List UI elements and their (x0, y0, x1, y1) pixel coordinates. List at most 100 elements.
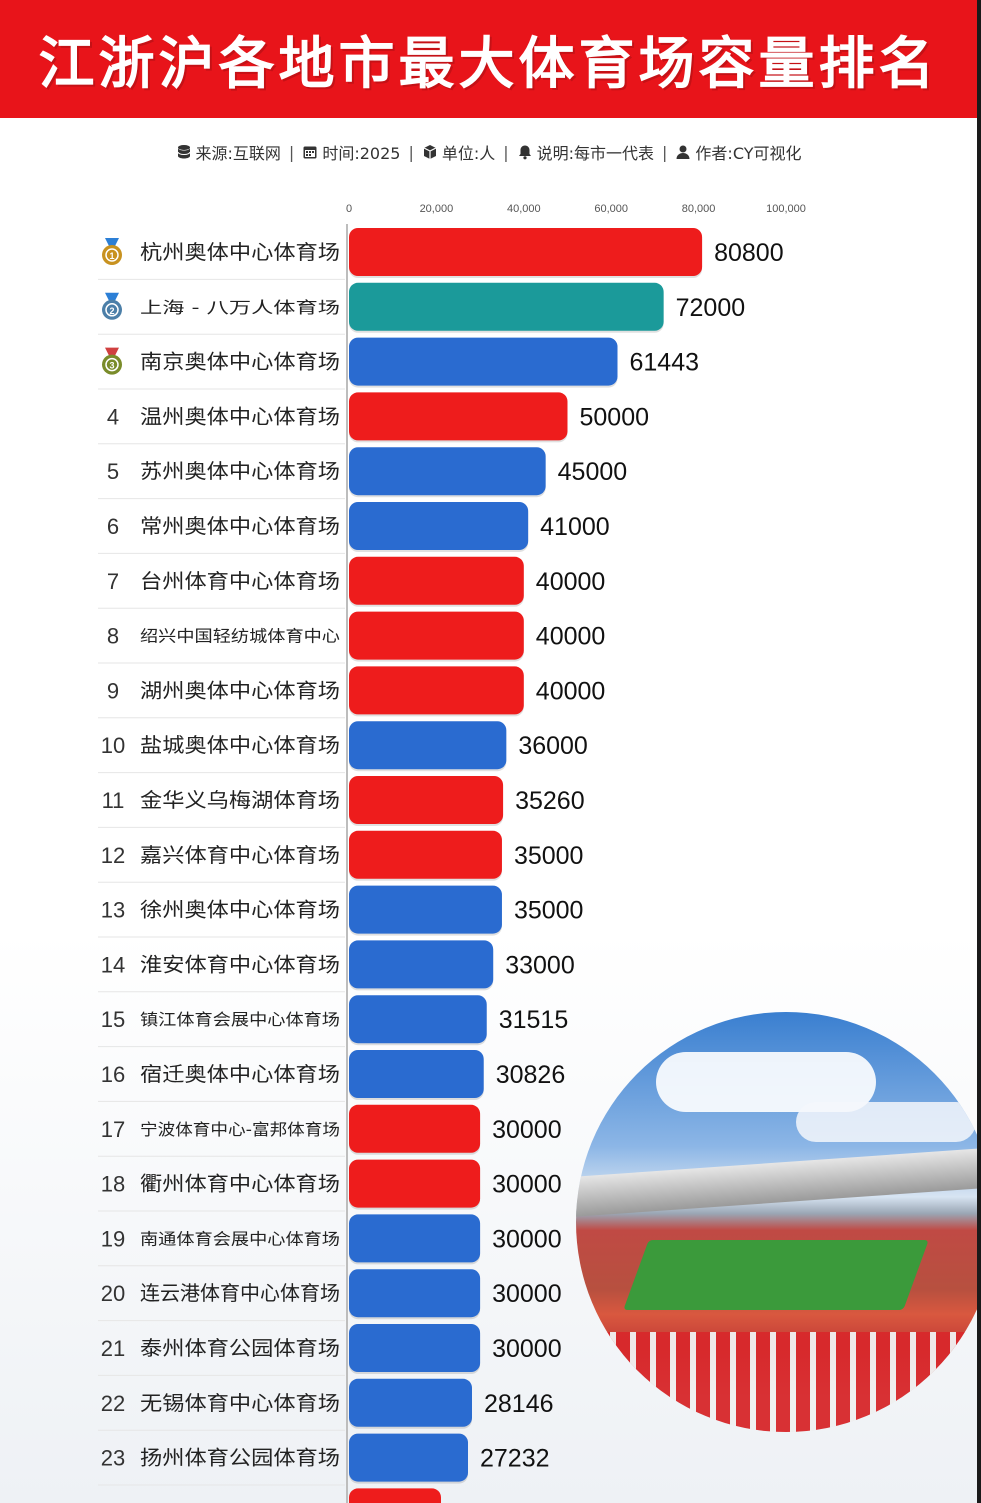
unit-info: 单位:人 (422, 140, 495, 164)
stadium-photo (576, 1012, 977, 1432)
bar (349, 885, 502, 934)
x-tick-label: 0 (346, 203, 352, 215)
category-label: 绍兴中国轻纺城体育中心 (140, 627, 340, 646)
value-label: 30000 (492, 1280, 562, 1308)
bar (349, 1050, 484, 1098)
rank-label: 6 (107, 514, 119, 539)
rank-label: 13 (101, 898, 125, 923)
bar (349, 502, 529, 550)
value-label: 72000 (676, 294, 746, 322)
rank-label: 16 (101, 1062, 125, 1087)
bar (349, 776, 504, 824)
category-label: 苏州奥体中心体育场 (140, 459, 340, 483)
bar (349, 337, 618, 386)
category-label: 无锡体育中心体育场 (140, 1391, 340, 1415)
value-label: 36000 (518, 732, 588, 760)
value-label: 41000 (540, 513, 610, 541)
bar (349, 1269, 481, 1318)
value-label: 30000 (492, 1116, 562, 1144)
bell-icon (517, 144, 533, 160)
category-label: 湖州奥体中心体育场 (140, 678, 340, 702)
category-label: 徐州奥体中心体育场 (140, 898, 340, 922)
value-label: 35000 (514, 842, 584, 870)
category-label: 宁波体育中心-富邦体育场 (140, 1120, 340, 1139)
value-label: 40000 (536, 677, 606, 705)
calendar-icon (302, 144, 318, 160)
bar (349, 995, 487, 1044)
bar (349, 228, 703, 276)
rank-label: 10 (101, 733, 125, 758)
category-label: 温州奥体中心体育场 (140, 404, 340, 428)
value-label: 28146 (484, 1390, 554, 1418)
value-label: 31515 (499, 1006, 569, 1034)
source-text: 来源:互联网 (195, 144, 281, 163)
value-label: 40000 (536, 623, 606, 651)
stadium-seats (576, 1332, 977, 1432)
category-label: 扬州体育公园体育场 (140, 1446, 340, 1470)
value-label: 61443 (630, 349, 700, 377)
bar (349, 392, 568, 441)
category-label: 淮安体育中心体育场 (140, 952, 340, 976)
stadium-roof (576, 1147, 977, 1217)
rank-label: 20 (101, 1281, 125, 1306)
category-label: 盐城奥体中心体育场 (140, 733, 340, 757)
svg-text:2: 2 (109, 306, 114, 316)
separator: | (662, 142, 668, 162)
silver-medal-icon: 2 (102, 292, 122, 320)
rank-label: 5 (107, 459, 119, 484)
football-field (623, 1240, 929, 1310)
time-info: 时间:2025 (302, 140, 400, 164)
time-text: 时间:2025 (322, 144, 401, 163)
category-label: 金华义乌梅湖体育场 (140, 788, 340, 812)
rank-label: 8 (107, 624, 119, 649)
rank-label: 18 (101, 1172, 125, 1197)
title-banner: 江浙沪各地市最大体育场容量排名 (0, 0, 977, 118)
value-label: 33000 (505, 951, 575, 979)
value-label: 30826 (496, 1061, 566, 1089)
bar (349, 940, 494, 989)
x-tick-label: 100,000 (766, 203, 806, 215)
note-text: 说明:每市一代表 (536, 144, 655, 163)
value-label: 35260 (515, 787, 585, 815)
rank-label: 21 (101, 1336, 125, 1361)
bar (349, 721, 507, 770)
category-label: 嘉兴体育中心体育场 (140, 843, 340, 867)
bar (349, 1324, 481, 1372)
value-label: 30000 (492, 1225, 562, 1253)
rank-label: 12 (101, 843, 125, 868)
user-icon (675, 144, 691, 160)
value-label: 40000 (536, 568, 606, 596)
bar (349, 447, 546, 496)
bar (349, 1378, 472, 1427)
rank-label: 7 (107, 569, 119, 594)
bar (349, 1214, 481, 1263)
svg-text:1: 1 (109, 251, 114, 261)
rank-label: 19 (101, 1226, 125, 1251)
bar (349, 1488, 441, 1503)
bar-chart: 0 20,000 40,000 60,000 80,000 100,000 1 杭州奥体中心体… (0, 190, 977, 1503)
chart-svg: 0 20,000 40,000 60,000 80,000 100,000 1 杭州奥体中心体… (98, 203, 806, 1503)
unit-text: 单位:人 (441, 144, 496, 163)
rank-label: 11 (102, 788, 125, 813)
category-label: 宿迁奥体中心体育场 (140, 1062, 340, 1086)
rank-label: 23 (101, 1446, 125, 1471)
category-label: 镇江体育会展中心体育场 (140, 1010, 340, 1029)
x-tick-label: 40,000 (507, 203, 541, 215)
author-info: 作者:CY可视化 (675, 140, 801, 164)
database-icon (176, 144, 192, 160)
source-info: 来源:互联网 (176, 140, 281, 164)
bar (349, 1433, 469, 1482)
gold-medal-icon: 1 (102, 238, 122, 265)
separator: | (408, 142, 414, 162)
separator: | (288, 142, 295, 162)
bar (349, 611, 524, 660)
bar (349, 282, 664, 331)
category-label: 泰州体育公园体育场 (140, 1336, 340, 1360)
category-label: 杭州奥体中心体育场 (140, 240, 340, 264)
chart-title: 江浙沪各地市最大体育场容量排名 (38, 30, 939, 97)
rank-label: 22 (101, 1391, 125, 1416)
category-label: 衢州体育中心体育场 (140, 1172, 340, 1196)
category-label: 南京奥体中心体育场 (140, 350, 340, 374)
value-label: 30000 (492, 1335, 562, 1363)
